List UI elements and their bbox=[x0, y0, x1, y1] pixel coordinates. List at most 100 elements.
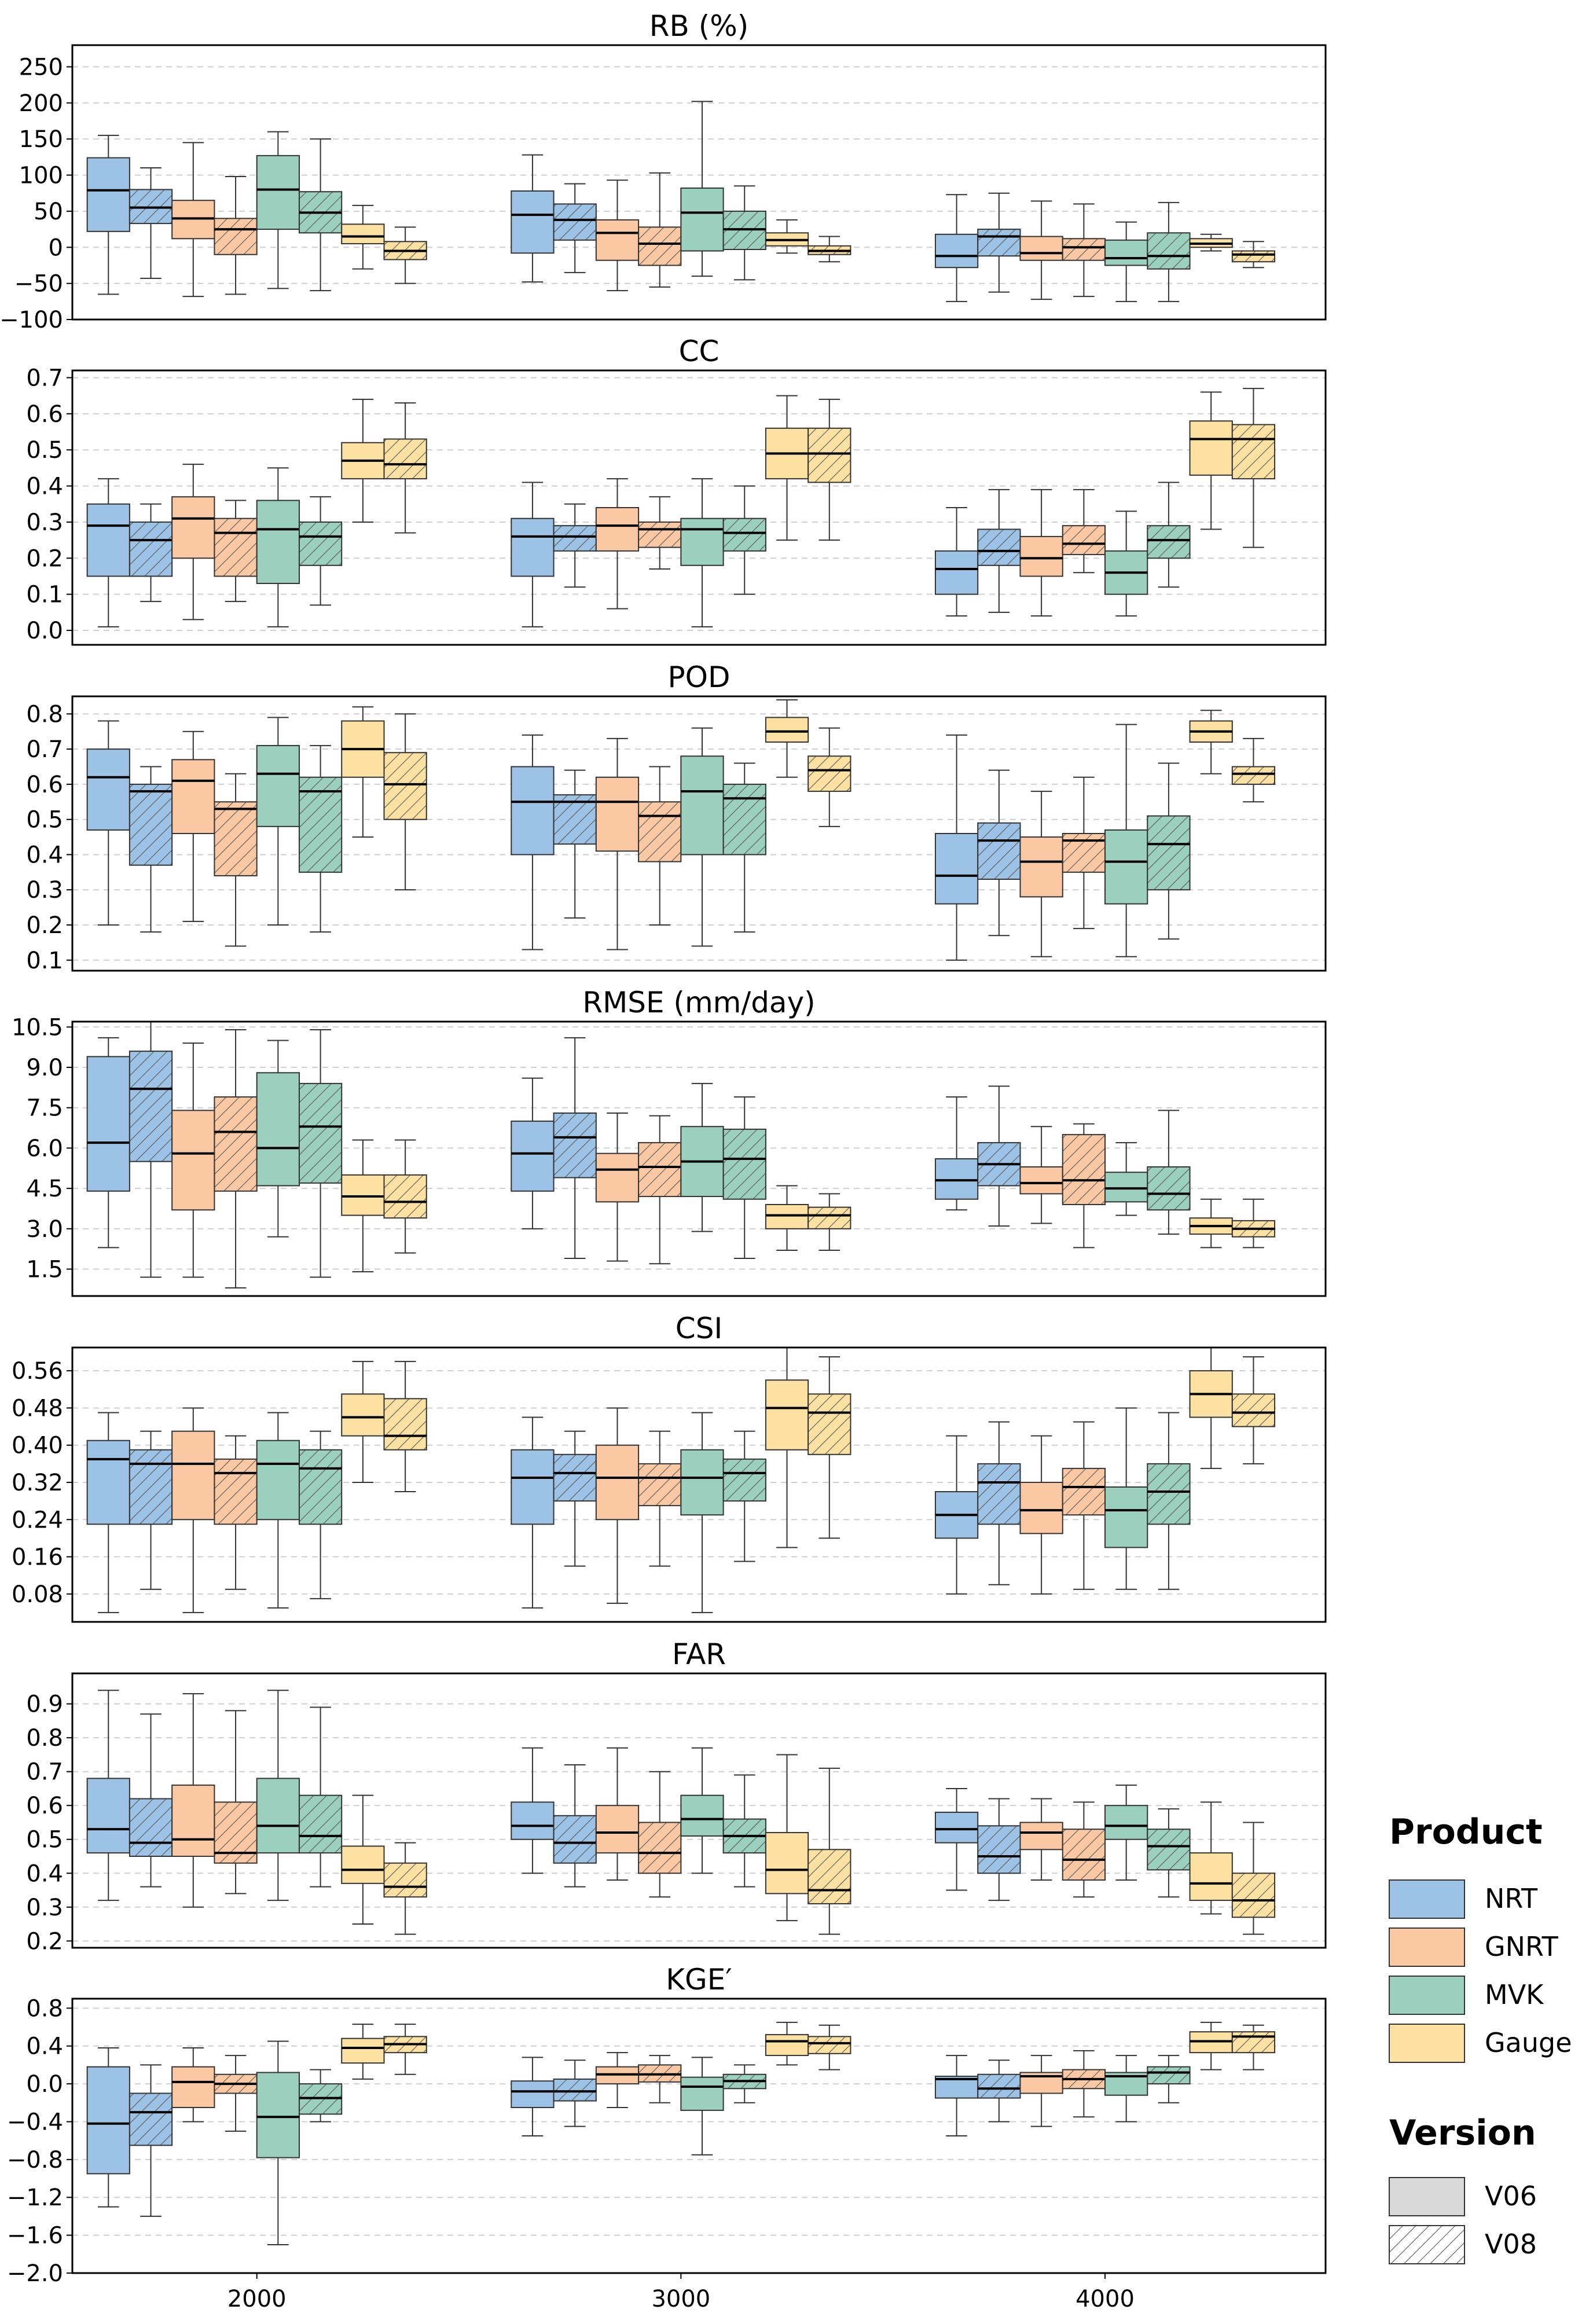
box-mvk-v08 bbox=[722, 1096, 766, 1259]
box-fill bbox=[87, 749, 130, 830]
box-outline bbox=[1147, 525, 1191, 559]
box-hatch bbox=[808, 756, 851, 792]
box-nrt-v06 bbox=[86, 1690, 130, 1901]
box-outline bbox=[1231, 1873, 1276, 1918]
box-fill bbox=[256, 1073, 299, 1186]
box-fill bbox=[935, 834, 978, 904]
box-fill bbox=[1020, 236, 1063, 260]
legend-title-product: Product bbox=[1389, 1812, 1543, 1852]
box-gnrt-v08 bbox=[1062, 776, 1106, 930]
box-hatch bbox=[808, 1394, 851, 1455]
box-gnrt-v08 bbox=[1062, 489, 1106, 574]
box-gnrt-v06 bbox=[595, 1747, 640, 1881]
box-mvk-v06 bbox=[1104, 221, 1148, 302]
box-gauge-v08 bbox=[383, 713, 427, 891]
box-gauge-v08 bbox=[807, 1767, 851, 1935]
legend: Product NRT GNRT MVK Gauge Version V06 V08 bbox=[1389, 1812, 1572, 2264]
y-tick-label: 0.7 bbox=[26, 365, 63, 391]
box-hatch bbox=[808, 2036, 851, 2054]
box-gnrt-v08 bbox=[214, 2055, 258, 2132]
box-gnrt-v08 bbox=[1062, 2050, 1106, 2118]
panel: RB (%) −100 −50 0 50 100 150 200 250 bbox=[0, 9, 1327, 333]
box-fill bbox=[1105, 1172, 1148, 1202]
box-outline bbox=[298, 1449, 343, 1525]
box-fill bbox=[1020, 536, 1063, 577]
y-tick-label: 50 bbox=[34, 199, 63, 225]
box-outline bbox=[298, 1082, 343, 1184]
box-mvk-v06 bbox=[680, 101, 724, 277]
box-outline bbox=[1147, 1463, 1191, 1525]
box-outline bbox=[807, 427, 851, 483]
box-hatch bbox=[808, 428, 851, 483]
box-hatch bbox=[1147, 1166, 1190, 1210]
box-mvk-v06 bbox=[680, 2057, 724, 2156]
x-tick-label: 3000 bbox=[651, 2286, 710, 2312]
box-outline bbox=[807, 1393, 851, 1455]
y-tick-label: 0.2 bbox=[26, 912, 63, 939]
box-gauge-v08 bbox=[383, 2024, 427, 2075]
box-hatch bbox=[1062, 834, 1106, 872]
box-hatch bbox=[553, 1815, 596, 1863]
y-tick-label: 0.7 bbox=[26, 736, 63, 763]
y-tick-label: 0.6 bbox=[26, 772, 63, 798]
box-hatch bbox=[638, 1822, 681, 1874]
box-outline bbox=[129, 1051, 173, 1162]
box-nrt-v06 bbox=[511, 482, 555, 627]
x-tick-label: 2000 bbox=[227, 2286, 287, 2312]
box-mvk-v08 bbox=[298, 1029, 343, 1278]
axes-frame bbox=[71, 44, 1327, 321]
box-hatch bbox=[1062, 526, 1106, 555]
box-outline bbox=[1231, 1393, 1276, 1427]
box-gnrt-v06 bbox=[1019, 2055, 1063, 2127]
box-hatch bbox=[723, 518, 766, 551]
box-outline bbox=[553, 2078, 597, 2102]
box-mvk-v08 bbox=[722, 1774, 766, 1888]
y-tick-label: 0.2 bbox=[26, 545, 63, 572]
box-hatch bbox=[384, 752, 427, 820]
box-hatch bbox=[1147, 526, 1190, 559]
y-tick-label: −0.4 bbox=[7, 2109, 63, 2135]
box-gauge-v06 bbox=[765, 699, 809, 778]
box-outline bbox=[765, 717, 809, 743]
box-outline bbox=[129, 2092, 173, 2146]
box-gnrt-v08 bbox=[214, 1029, 258, 1289]
box-gnrt-v08 bbox=[214, 1710, 258, 1895]
box-outline bbox=[680, 1794, 724, 1837]
box-hatch bbox=[299, 1795, 342, 1853]
box-gnrt-v06 bbox=[171, 2047, 215, 2123]
box-hatch bbox=[978, 229, 1021, 256]
box-outline bbox=[722, 517, 766, 552]
box-hatch bbox=[978, 529, 1021, 566]
y-tick-label: 1.5 bbox=[26, 1257, 63, 1283]
box-nrt-v06 bbox=[86, 2047, 130, 2208]
legend-swatch-mvk bbox=[1389, 1976, 1465, 2015]
box-gauge-v08 bbox=[1231, 241, 1276, 269]
y-tick-label: 0.0 bbox=[26, 2071, 63, 2098]
box-hatch bbox=[299, 777, 342, 872]
box-fill bbox=[511, 518, 554, 577]
panel-title: CC bbox=[679, 335, 720, 368]
box-fill bbox=[1020, 837, 1063, 897]
box-gnrt-v06 bbox=[171, 464, 215, 621]
box-hatch bbox=[1232, 1873, 1275, 1918]
box-gnrt-v06 bbox=[595, 1113, 640, 1262]
box-mvk-v08 bbox=[722, 762, 766, 933]
legend-label-gnrt: GNRT bbox=[1485, 1931, 1559, 1962]
y-tick-label: 7.5 bbox=[26, 1095, 63, 1122]
box-mvk-v06 bbox=[680, 1747, 724, 1874]
box-fill bbox=[765, 1833, 809, 1894]
y-tick-label: 0.8 bbox=[26, 1725, 63, 1752]
box-outline bbox=[680, 2076, 724, 2111]
box-gauge-v06 bbox=[1189, 1198, 1233, 1249]
box-gauge-v08 bbox=[383, 1842, 427, 1935]
box-hatch bbox=[638, 1463, 681, 1506]
box-fill bbox=[256, 2072, 299, 2158]
box-gauge-v08 bbox=[1231, 1356, 1276, 1464]
box-mvk-v06 bbox=[256, 1690, 300, 1901]
box-hatch bbox=[808, 1207, 851, 1229]
box-hatch bbox=[1232, 424, 1275, 479]
box-outline bbox=[298, 521, 343, 566]
box-nrt-v06 bbox=[934, 1787, 979, 1891]
box-mvk-v08 bbox=[298, 138, 343, 292]
box-gnrt-v06 bbox=[171, 1042, 215, 1278]
